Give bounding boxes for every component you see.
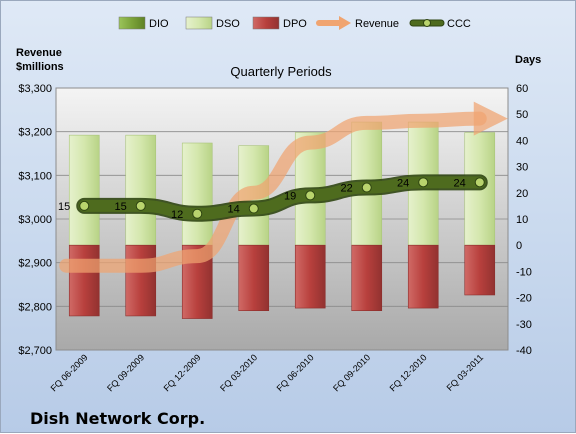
left-tick-label: $2,900 [18, 258, 52, 270]
right-tick-label: -10 [516, 266, 532, 278]
ccc-series: 15 15 12 14 19 22 24 24 [58, 174, 488, 222]
legend-label-dso: DSO [216, 18, 240, 30]
revenue-line [59, 111, 487, 273]
category-label: FQ 06-2010 [275, 352, 316, 393]
left-tick-label: $3,200 [18, 127, 52, 139]
left-tick-label: $2,800 [18, 301, 52, 313]
legend-swatch-dio [118, 16, 146, 30]
chart-title: Quarterly Periods [230, 64, 332, 79]
category-axis: FQ 06-2009 FQ 09-2009 FQ 12-2009 FQ 03-2010… [49, 352, 486, 393]
left-tick-label: $3,300 [18, 83, 52, 95]
dso-bar [181, 142, 213, 246]
right-tick-label: 40 [516, 135, 528, 147]
category-label: FQ 12-2010 [388, 352, 429, 393]
ccc-data-label: 19 [284, 190, 296, 202]
company-name: Dish Network Corp. [30, 409, 205, 428]
ccc-point [192, 208, 203, 219]
dpo-bar [464, 244, 496, 296]
ccc-data-label: 22 [341, 183, 353, 195]
ccc-data-label: 15 [58, 201, 70, 213]
ccc-point [305, 190, 316, 201]
dpo-bar [68, 244, 100, 317]
category-label: FQ 06-2009 [49, 352, 90, 393]
ccc-point [474, 177, 485, 188]
right-tick-label: 50 [516, 109, 528, 121]
right-tick-label: -20 [516, 293, 532, 305]
left-tick-label: $3,000 [18, 214, 52, 226]
ccc-data-label: 12 [171, 209, 183, 221]
category-label: FQ 09-2010 [331, 352, 372, 393]
dso-bar [125, 134, 157, 246]
legend-label-ccc: CCC [447, 18, 471, 30]
dpo-bar [294, 244, 326, 309]
left-tick-label: $2,700 [18, 345, 52, 357]
category-label: FQ 09-2009 [105, 352, 146, 393]
left-axis-ticks: $2,700 $2,800 $2,900 $3,000 $3,100 $3,200 $3,3… [18, 83, 52, 357]
ccc-data-label: 24 [454, 177, 466, 189]
legend-label-revenue: Revenue [355, 18, 399, 30]
legend-label-dio: DIO [149, 18, 169, 30]
legend-swatch-dso [185, 16, 213, 30]
dpo-bar [351, 244, 383, 311]
dso-bar [68, 134, 100, 246]
left-tick-label: $3,100 [18, 170, 52, 182]
legend-swatch-revenue-head [339, 16, 351, 30]
right-tick-label: 60 [516, 83, 528, 95]
category-label: FQ 03-2011 [445, 352, 486, 393]
right-tick-label: -30 [516, 319, 532, 331]
right-tick-label: -40 [516, 345, 532, 357]
ccc-data-label: 14 [228, 204, 240, 216]
ccc-point [418, 177, 429, 188]
category-label: FQ 12-2009 [162, 352, 203, 393]
ccc-line [78, 176, 486, 220]
ccc-point [248, 203, 259, 214]
category-label: FQ 03-2010 [218, 352, 259, 393]
right-tick-label: 0 [516, 240, 522, 252]
revenue-arrowhead [473, 101, 508, 136]
ccc-point [135, 200, 146, 211]
ccc-data-label: 24 [397, 177, 409, 189]
right-tick-label: 10 [516, 214, 528, 226]
ccc-data-label: 15 [115, 201, 127, 213]
legend-label-dpo: DPO [283, 18, 307, 30]
ccc-point [361, 182, 372, 193]
dpo-bar [407, 244, 439, 309]
legend-swatch-ccc-marker [423, 19, 431, 27]
right-tick-label: 30 [516, 162, 528, 174]
right-axis-ticks: -40 -30 -20 -10 0 10 20 30 40 50 60 [516, 83, 532, 357]
right-tick-label: 20 [516, 188, 528, 200]
left-axis-title-line1: Revenue [16, 47, 62, 59]
legend: DIO DSO DPO Revenue CCC [118, 16, 471, 30]
ccc-point [79, 200, 90, 211]
revenue-series [59, 101, 508, 273]
dpo-bar [125, 244, 157, 317]
dpo-bar [238, 244, 270, 311]
legend-swatch-dpo [252, 16, 280, 30]
right-axis-title: Days [515, 54, 541, 66]
left-axis-title-line2: $millions [16, 61, 64, 73]
